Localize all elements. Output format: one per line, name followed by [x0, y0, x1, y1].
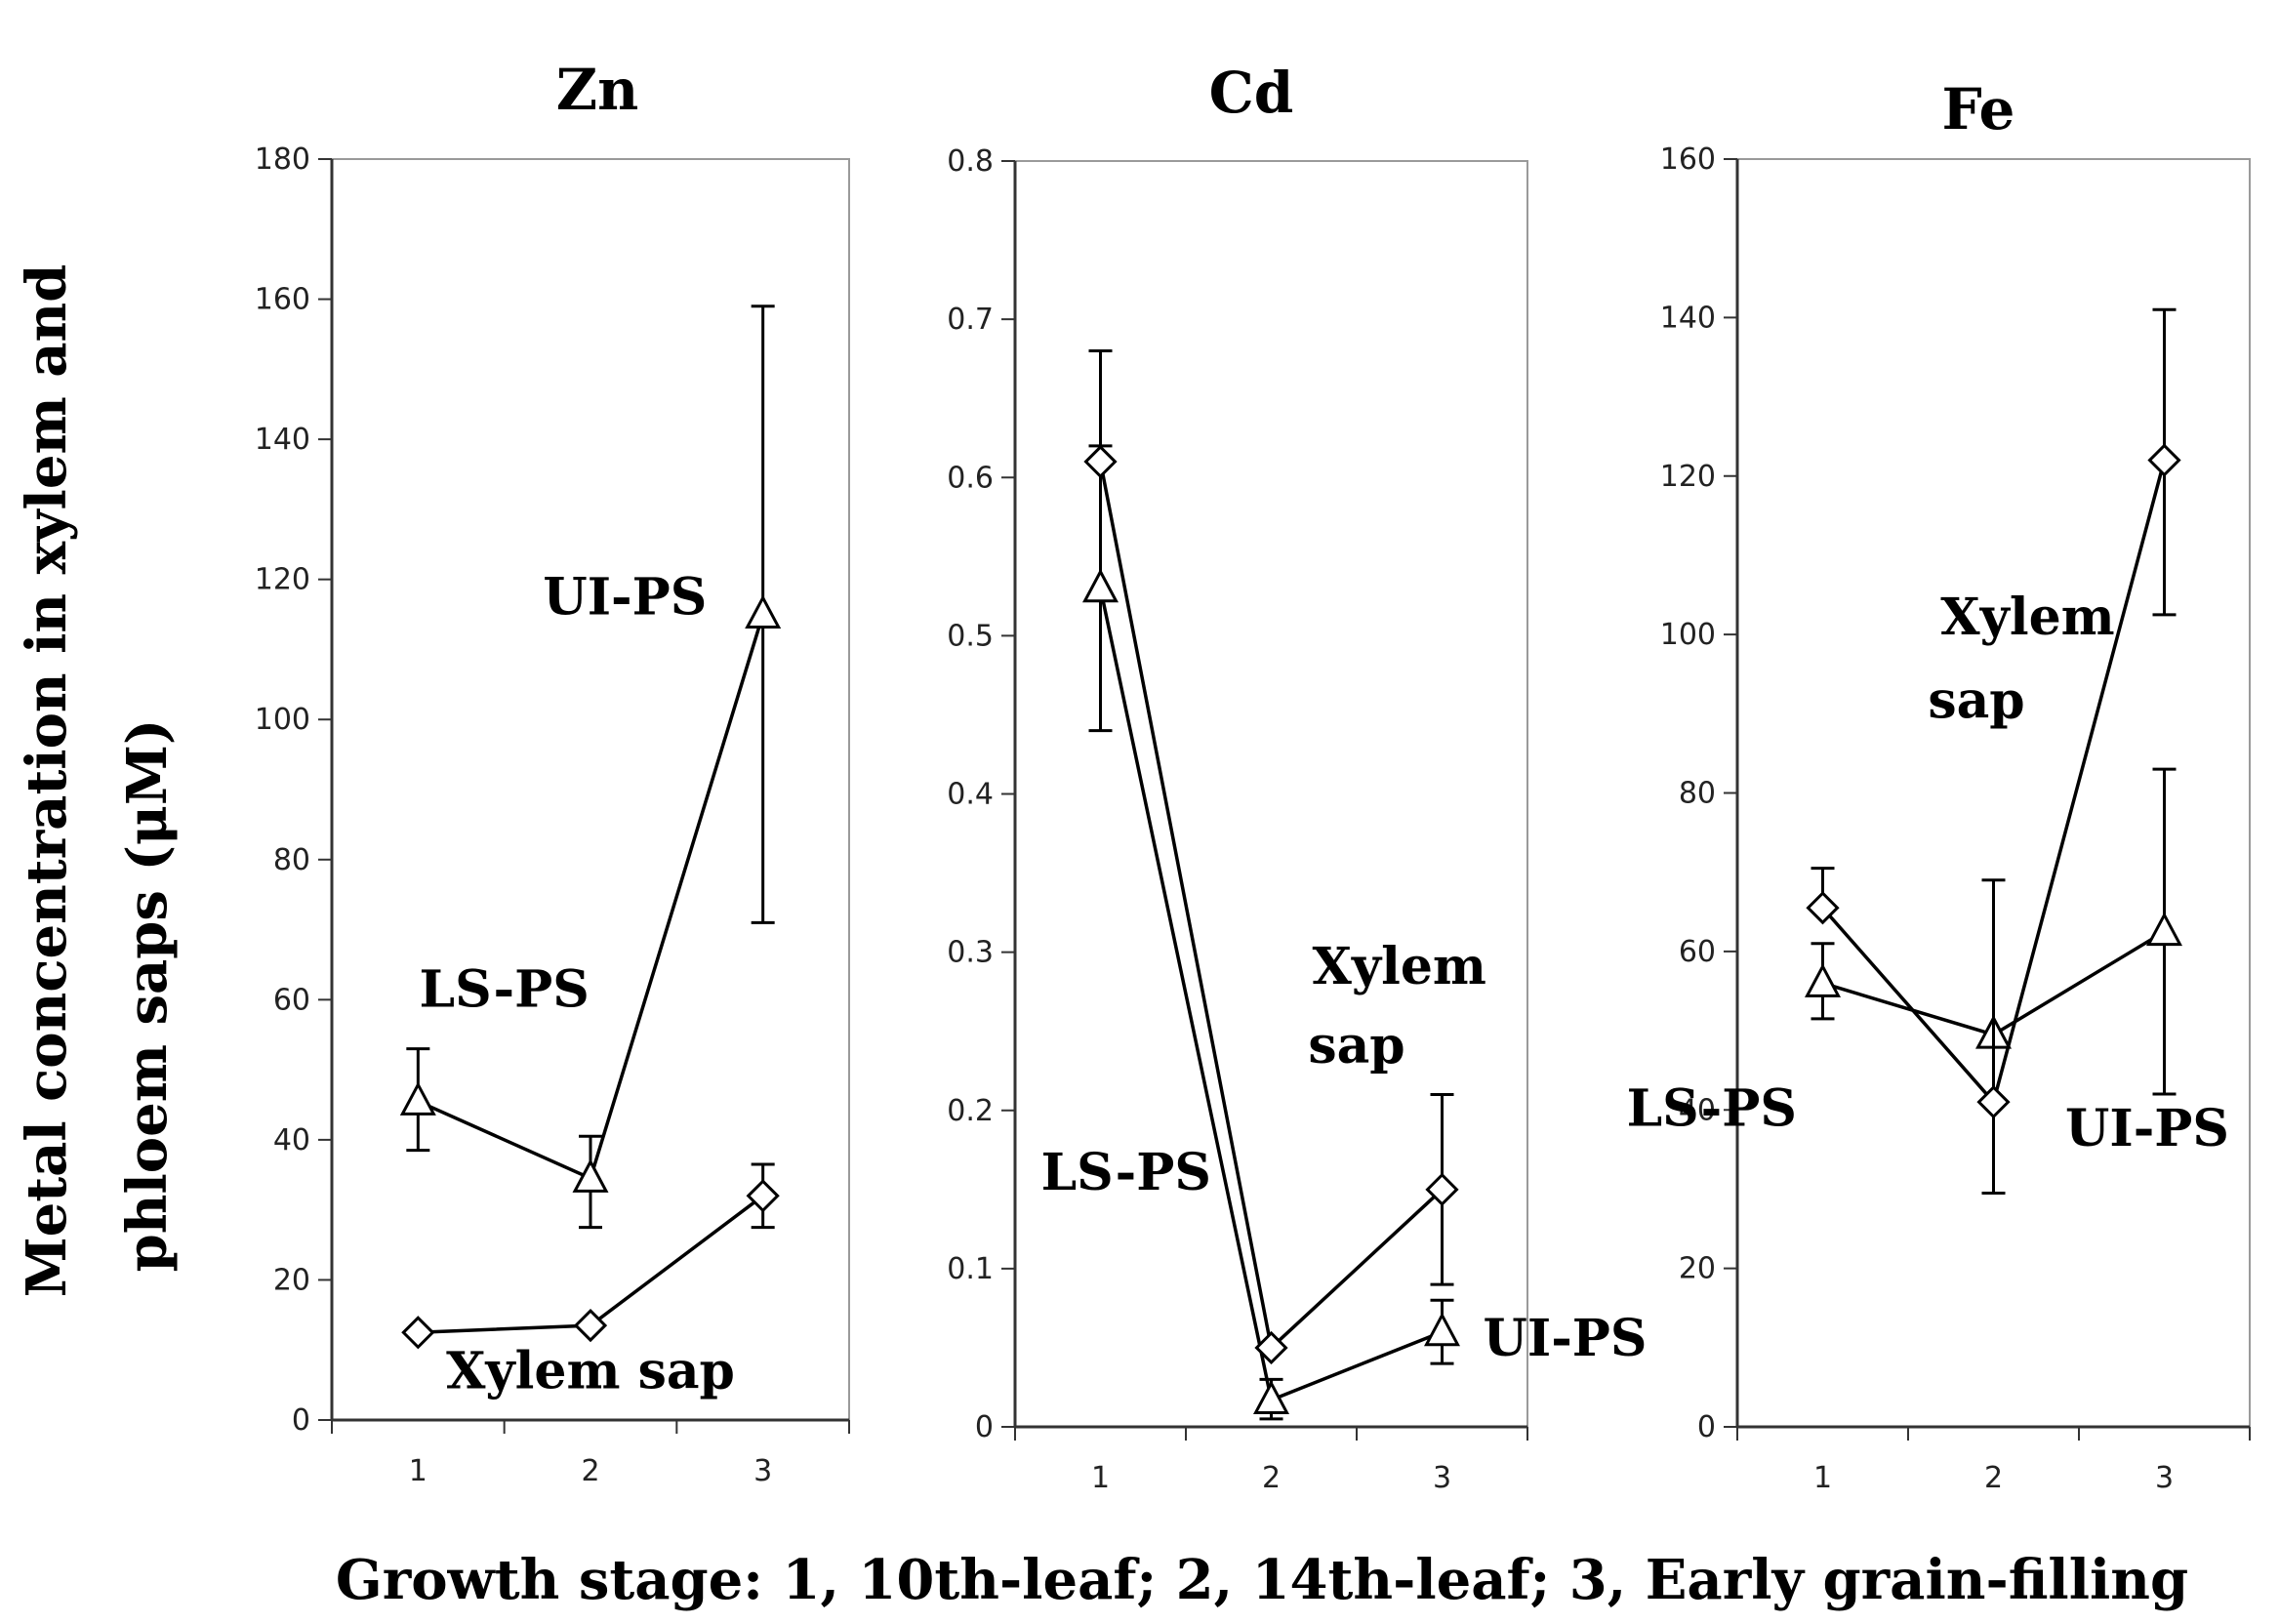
series-phloem-sap	[1082, 444, 1460, 1421]
y-tick-label: 100	[255, 703, 310, 737]
y-tick-label: 0	[975, 1410, 994, 1444]
y-tick-label: 20	[1679, 1252, 1716, 1286]
annotation-ui-ps: UI-PS	[1484, 1309, 1648, 1368]
x-axis-title: Growth stage: 1, 10th-leaf; 2, 14th-leaf…	[336, 1548, 2188, 1612]
y-tick-label: 0.7	[947, 303, 994, 337]
x-tick-label: 3	[753, 1454, 772, 1488]
data-point-triangle	[745, 594, 782, 629]
y-tick-label: 0	[1697, 1410, 1716, 1444]
annotation-xylem: Xylem	[1313, 937, 1486, 996]
data-point-triangle	[1253, 1380, 1289, 1414]
annotation-ui-ps: UI-PS	[543, 568, 707, 628]
y-tick-label: 0.3	[947, 936, 994, 970]
y-tick-label: 0	[292, 1403, 310, 1438]
annotation-ui-ps: UI-PS	[2065, 1099, 2229, 1158]
annotation-ls-ps: LS-PS	[420, 960, 590, 1020]
panel-title: Zn	[556, 57, 639, 123]
y-tick-label: 20	[273, 1263, 310, 1297]
x-tick-label: 1	[409, 1454, 427, 1488]
y-tick-label: 120	[1660, 460, 1716, 494]
y-tick-label: 40	[273, 1123, 310, 1157]
annotation-xylem-sap: Xylem sap	[446, 1342, 735, 1401]
plot-frame	[331, 158, 850, 1421]
data-point-diamond	[1425, 1172, 1459, 1206]
data-point-diamond	[2147, 443, 2181, 477]
y-tick-label: 100	[1660, 618, 1716, 652]
data-point-triangle	[1082, 568, 1119, 603]
data-point-diamond	[1806, 891, 1840, 925]
y-tick-label: 160	[255, 283, 310, 317]
y-tick-label: 0.6	[947, 461, 994, 495]
y-tick-label: 0.2	[947, 1094, 994, 1128]
series-line	[1098, 461, 1444, 1352]
series-xylem-sap	[401, 1162, 780, 1350]
data-point-triangle	[572, 1158, 609, 1193]
annotation-sap: sap	[1928, 670, 2024, 730]
y-tick-label: 0.5	[947, 619, 994, 653]
y-tick-label: 0.4	[947, 778, 994, 812]
plot-frame	[1736, 158, 2251, 1428]
annotation-xylem: Xylem	[1940, 588, 2114, 647]
annotation-ls-ps: LS-PS	[1627, 1078, 1797, 1138]
data-point-triangle	[1805, 963, 1841, 997]
y-tick-label: 80	[1679, 777, 1716, 811]
data-point-diamond	[746, 1179, 780, 1213]
x-tick-label: 1	[1091, 1461, 1110, 1495]
y-tick-label: 120	[255, 563, 310, 597]
data-point-triangle	[1424, 1312, 1460, 1347]
data-point-diamond	[1976, 1085, 2011, 1119]
x-tick-label: 2	[1984, 1461, 2003, 1495]
y-axis-title-line2: phloem saps (μM)	[115, 719, 180, 1273]
data-point-diamond	[1254, 1330, 1288, 1365]
x-tick-label: 2	[1262, 1461, 1281, 1495]
y-tick-label: 0.1	[947, 1252, 994, 1286]
y-tick-label: 60	[273, 983, 310, 1017]
y-axis-title-line1: Metal concentration in xylem and	[15, 264, 79, 1298]
y-tick-label: 180	[255, 142, 310, 177]
x-tick-label: 2	[581, 1454, 599, 1488]
data-point-triangle	[2146, 912, 2182, 947]
panel-cd: Cd 0 0.1 0.2 0.3 0.4 0.5 0.6 0.7 0.8 1 2 3 Xylem sap LS…	[947, 60, 1647, 1495]
panel-zn: Zn 0 20 40 60 80 100 120 140 160 180 1 2 3 UI-PS LS-PS X…	[255, 57, 850, 1488]
panel-title: Cd	[1209, 60, 1294, 126]
y-tick-label: 60	[1679, 935, 1716, 969]
series-xylem-sap	[1083, 349, 1459, 1365]
y-tick-label: 0.8	[947, 144, 994, 179]
x-tick-label: 3	[2155, 1461, 2174, 1495]
data-point-diamond	[1083, 444, 1118, 479]
x-tick-label: 1	[1813, 1461, 1832, 1495]
panel-fe: Fe 0 20 40 60 80 100 120 140 160 1 2 3 Xylem sap LS-PS U…	[1627, 76, 2251, 1495]
annotation-ls-ps: LS-PS	[1041, 1143, 1211, 1202]
annotation-sap: sap	[1308, 1016, 1404, 1076]
y-tick-label: 140	[1660, 301, 1716, 335]
panel-title: Fe	[1942, 76, 2015, 142]
series-xylem-sap	[1806, 307, 2181, 1195]
data-point-triangle	[399, 1081, 436, 1116]
series-line	[417, 614, 765, 1181]
data-point-diamond	[401, 1316, 435, 1350]
x-tick-label: 3	[1433, 1461, 1451, 1495]
series-phloem-sap	[399, 304, 782, 1230]
data-point-diamond	[573, 1308, 608, 1343]
y-tick-label: 80	[273, 843, 310, 877]
y-tick-label: 140	[255, 423, 310, 457]
y-tick-label: 40	[1679, 1093, 1716, 1127]
y-tick-label: 160	[1660, 142, 1716, 177]
